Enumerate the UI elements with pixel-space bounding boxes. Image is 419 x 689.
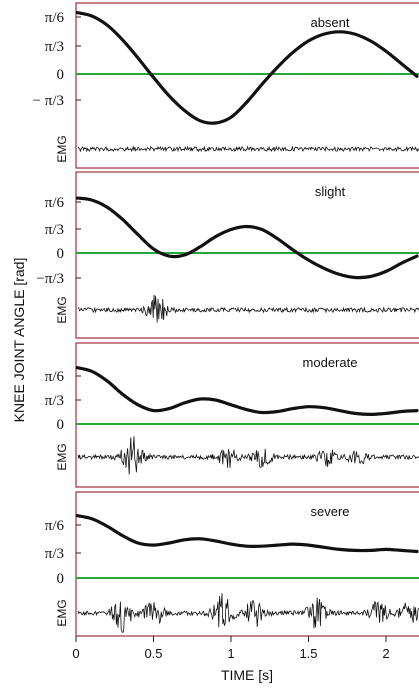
y-tick-label: −π/3 — [36, 271, 64, 287]
panel-slight: π/6 π/3 0 −π/3 slight EMG — [36, 171, 419, 339]
angle-curve-moderate — [76, 365, 419, 417]
emg-trace-absent — [77, 145, 419, 153]
panel-frame — [75, 342, 419, 488]
condition-label: moderate — [303, 355, 358, 370]
y-tick-label: π/3 — [45, 393, 64, 409]
emg-trace-slight — [77, 294, 419, 323]
y-tick-label: π/6 — [45, 369, 65, 385]
x-axis: 0 0.5 1 1.5 2 — [72, 636, 390, 661]
y-axis-title: KNEE JOINT ANGLE [rad] — [11, 258, 27, 423]
y-tick-label: π/6 — [45, 518, 65, 534]
panel-severe: π/6 π/3 0 severe EMG — [45, 491, 419, 637]
panel-frame — [75, 491, 419, 637]
x-tick-label: 2 — [382, 646, 389, 661]
emg-label: EMG — [55, 599, 69, 626]
angle-curve-absent — [76, 10, 419, 125]
x-axis-title: TIME [s] — [221, 667, 273, 683]
panel-frame — [75, 2, 419, 169]
angle-curve-severe — [76, 513, 419, 554]
emg-trace-severe — [77, 593, 419, 634]
x-tick-label: 0 — [72, 646, 79, 661]
x-tick-label: 1 — [227, 646, 234, 661]
emg-label: EMG — [55, 443, 69, 470]
panel-frame — [75, 171, 419, 339]
emg-trace-moderate — [77, 436, 419, 475]
condition-label: severe — [310, 504, 349, 519]
panel-absent: π/6 π/3 0 − π/3 absent EMG — [33, 2, 419, 169]
condition-label: slight — [315, 184, 346, 199]
x-tick-label: 0.5 — [144, 646, 162, 661]
panel-moderate: π/6 π/3 0 moderate EMG — [45, 342, 419, 488]
y-tick-label: 0 — [57, 417, 65, 433]
emg-label: EMG — [55, 296, 69, 323]
panels-layer: π/6 π/3 0 − π/3 absent EMG π/6 π/3 0 −π/3 slight EM… — [33, 2, 419, 637]
angle-curve-slight — [76, 196, 419, 280]
y-tick-label: − π/3 — [33, 93, 64, 109]
x-tick-label: 1.5 — [299, 646, 317, 661]
y-tick-label: π/3 — [45, 39, 64, 55]
y-tick-label: π/3 — [45, 222, 64, 238]
y-tick-label: 0 — [57, 246, 65, 262]
y-tick-label: π/6 — [45, 10, 65, 26]
condition-label: absent — [310, 15, 349, 30]
y-tick-label: 0 — [57, 571, 65, 587]
y-tick-label: π/3 — [45, 546, 64, 562]
y-tick-label: π/6 — [45, 195, 65, 211]
emg-label: EMG — [55, 135, 69, 162]
y-tick-label: 0 — [57, 67, 65, 83]
